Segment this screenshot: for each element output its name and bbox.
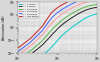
R = 10 mm/h [75,11,76,12]
R = 1 mm/h [75,24,76,25]
R = 10 mm/h [96,4,98,5]
Line: R = 1 mm/h: R = 1 mm/h [18,14,97,62]
R = 25 mm/h [74,6,76,7]
Line: R = 100 mm/h: R = 100 mm/h [18,0,97,48]
R = 5 mm/h [75,15,76,16]
Legend: R = 1 mm/h, R = 5 mm/h, R = 10 mm/h, R = 25 mm/h, R = 50 mm/h, R = 100 mm/h: R = 1 mm/h, R = 5 mm/h, R = 10 mm/h, R =… [18,2,39,18]
R = 100 mm/h [27,40,28,41]
R = 25 mm/h [27,48,28,49]
Line: R = 10 mm/h: R = 10 mm/h [18,5,97,60]
R = 50 mm/h [17,51,19,52]
R = 25 mm/h [75,6,76,7]
R = 1 mm/h [49,49,50,50]
R = 10 mm/h [67,16,68,17]
R = 50 mm/h [43,28,44,29]
R = 10 mm/h [49,32,50,33]
R = 25 mm/h [67,10,68,11]
R = 50 mm/h [75,2,76,3]
R = 5 mm/h [49,37,50,38]
R = 5 mm/h [67,20,68,21]
R = 50 mm/h [74,2,76,3]
R = 10 mm/h [17,59,19,60]
R = 25 mm/h [96,0,98,1]
R = 5 mm/h [74,15,76,16]
R = 100 mm/h [49,15,50,16]
R = 50 mm/h [27,44,28,45]
R = 5 mm/h [27,56,28,57]
R = 1 mm/h [43,54,44,55]
Line: R = 25 mm/h: R = 25 mm/h [18,1,97,55]
R = 5 mm/h [96,7,98,8]
R = 50 mm/h [67,6,68,7]
R = 10 mm/h [74,11,76,12]
R = 100 mm/h [67,1,68,2]
Line: R = 5 mm/h: R = 5 mm/h [18,7,97,62]
R = 1 mm/h [67,30,68,31]
Y-axis label: Attenuation (dB): Attenuation (dB) [2,15,6,40]
R = 5 mm/h [43,43,44,44]
Line: R = 50 mm/h: R = 50 mm/h [18,0,97,52]
